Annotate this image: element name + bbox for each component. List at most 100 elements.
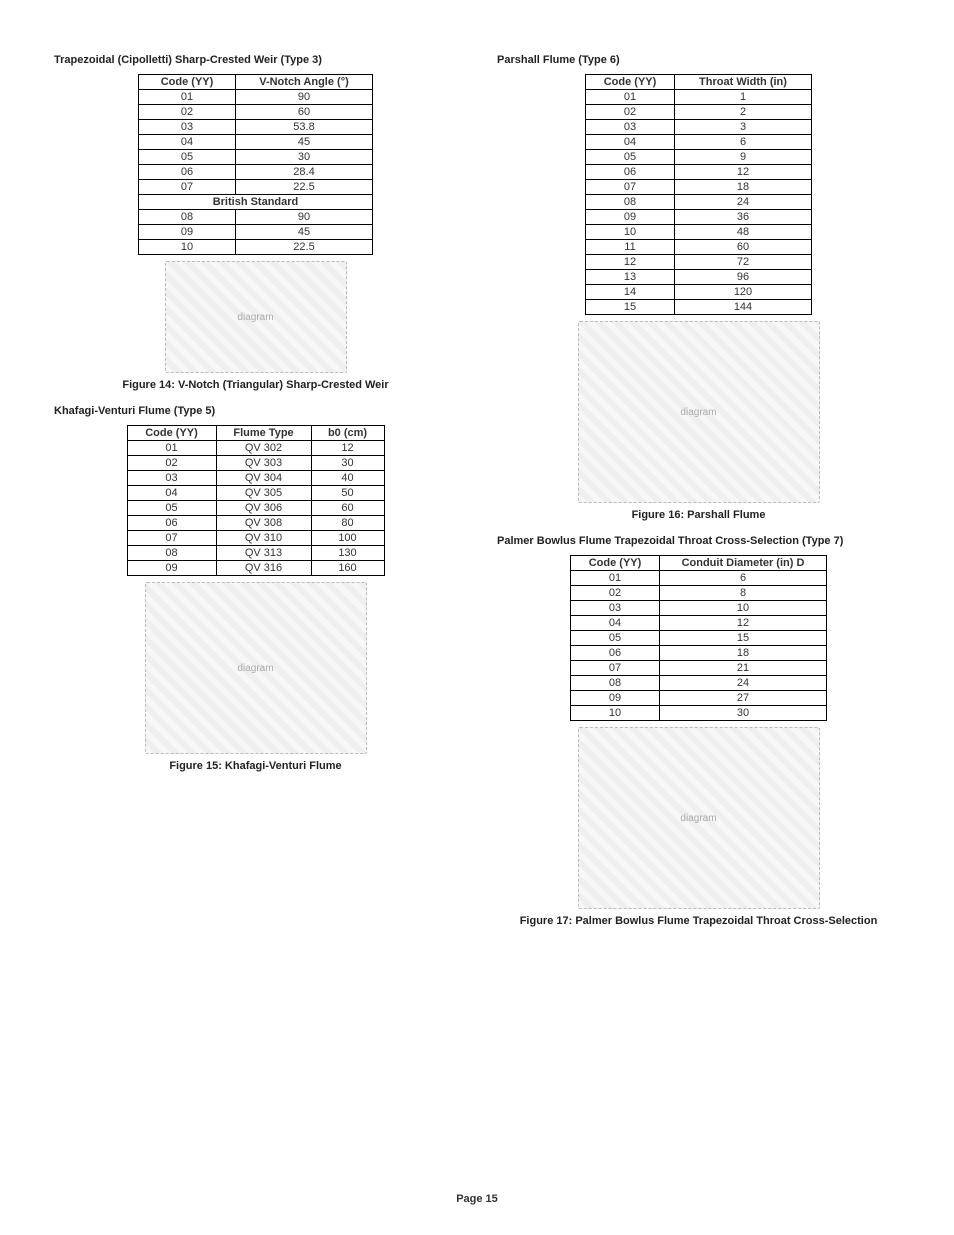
table-cell: 10: [586, 225, 675, 240]
table-cell: 18: [675, 180, 812, 195]
table-row: 01QV 30212: [127, 441, 384, 456]
table-cell: 28.4: [236, 165, 373, 180]
table-cell: 03: [139, 120, 236, 135]
col-header: V-Notch Angle (°): [236, 75, 373, 90]
table-cell: 03: [571, 601, 660, 616]
section-type6: Parshall Flume (Type 6) Code (YY) Throat…: [497, 54, 900, 521]
section-title: Khafagi-Venturi Flume (Type 5): [54, 405, 457, 417]
table-body-type6: 0110220330460590612071808240936104811601…: [586, 90, 812, 315]
table-row: 0721: [571, 661, 827, 676]
col-header: Throat Width (in): [675, 75, 812, 90]
table-cell: 160: [311, 561, 384, 576]
table-cell: 130: [311, 546, 384, 561]
table-cell: 09: [139, 225, 236, 240]
figure-type3: [165, 261, 347, 373]
table-cell: 02: [127, 456, 216, 471]
table-cell: 06: [139, 165, 236, 180]
table-row: 15144: [586, 300, 812, 315]
section-type3: Trapezoidal (Cipolletti) Sharp-Crested W…: [54, 54, 457, 391]
table-cell: 45: [236, 135, 373, 150]
col-header: Flume Type: [216, 426, 311, 441]
table-cell: 22.5: [236, 180, 373, 195]
table-row: 0618: [571, 646, 827, 661]
table-cell: 9: [675, 150, 812, 165]
table-cell: 06: [571, 646, 660, 661]
table-cell: 80: [311, 516, 384, 531]
table-row: 028: [571, 586, 827, 601]
table-cell: 04: [571, 616, 660, 631]
table-cell: 08: [586, 195, 675, 210]
table-cell: 08: [571, 676, 660, 691]
table-cell: QV 313: [216, 546, 311, 561]
table-cell: 15: [586, 300, 675, 315]
table-cell: 03: [127, 471, 216, 486]
section-type7: Palmer Bowlus Flume Trapezoidal Throat C…: [497, 535, 900, 927]
table-cell: 01: [586, 90, 675, 105]
table-cell: 05: [571, 631, 660, 646]
table-cell: QV 302: [216, 441, 311, 456]
col-header: Code (YY): [127, 426, 216, 441]
table-cell: 01: [127, 441, 216, 456]
table-row: 0612: [586, 165, 812, 180]
table-row: 0945: [139, 225, 373, 240]
table-cell: 18: [660, 646, 827, 661]
table-row: 0890: [139, 210, 373, 225]
table-cell: 06: [586, 165, 675, 180]
figure-caption: Figure 14: V-Notch (Triangular) Sharp-Cr…: [54, 379, 457, 391]
table-cell: 01: [139, 90, 236, 105]
table-cell: 06: [127, 516, 216, 531]
figure-type5: [145, 582, 367, 754]
table-cell: QV 306: [216, 501, 311, 516]
table-cell: 30: [236, 150, 373, 165]
table-type5: Code (YY) Flume Type b0 (cm) 01QV 302120…: [127, 425, 385, 576]
table-row: 09QV 316160: [127, 561, 384, 576]
section-type5: Khafagi-Venturi Flume (Type 5) Code (YY)…: [54, 405, 457, 772]
right-column: Parshall Flume (Type 6) Code (YY) Throat…: [497, 54, 900, 941]
table-row: 1030: [571, 706, 827, 721]
table-cell: 14: [586, 285, 675, 300]
table-cell: 10: [139, 240, 236, 255]
table-cell: 40: [311, 471, 384, 486]
table-row: 0412: [571, 616, 827, 631]
table-cell: 120: [675, 285, 812, 300]
table-row: 059: [586, 150, 812, 165]
table-cell: 22.5: [236, 240, 373, 255]
table-row: 1160: [586, 240, 812, 255]
table-cell: 6: [675, 135, 812, 150]
table-cell: 96: [675, 270, 812, 285]
table-row: 03QV 30440: [127, 471, 384, 486]
table-body-type5: 01QV 3021202QV 3033003QV 3044004QV 30550…: [127, 441, 384, 576]
table-row: 02QV 30330: [127, 456, 384, 471]
table-cell: 24: [675, 195, 812, 210]
table-row: 0530: [139, 150, 373, 165]
table-cell: 04: [127, 486, 216, 501]
table-cell: 07: [586, 180, 675, 195]
table-cell: 144: [675, 300, 812, 315]
table-cell: 2: [675, 105, 812, 120]
table-row: 0353.8: [139, 120, 373, 135]
table-cell: 01: [571, 571, 660, 586]
table-cell: 04: [586, 135, 675, 150]
table-row: 04QV 30550: [127, 486, 384, 501]
table-cell: 04: [139, 135, 236, 150]
figure-caption: Figure 15: Khafagi-Venturi Flume: [54, 760, 457, 772]
col-header: Code (YY): [586, 75, 675, 90]
table-row: 011: [586, 90, 812, 105]
table-cell: 12: [675, 165, 812, 180]
table-cell: 50: [311, 486, 384, 501]
table-cell: 02: [139, 105, 236, 120]
table-cell: 09: [127, 561, 216, 576]
table-row: 1272: [586, 255, 812, 270]
table-cell: QV 304: [216, 471, 311, 486]
table-cell: QV 310: [216, 531, 311, 546]
table-cell: 6: [660, 571, 827, 586]
table-row: 0824: [571, 676, 827, 691]
col-header: Conduit Diameter (in) D: [660, 556, 827, 571]
col-header: b0 (cm): [311, 426, 384, 441]
table-cell: 12: [586, 255, 675, 270]
table-cell: QV 305: [216, 486, 311, 501]
figure-caption: Figure 17: Palmer Bowlus Flume Trapezoid…: [497, 915, 900, 927]
table-row: 08QV 313130: [127, 546, 384, 561]
table-cell: 45: [236, 225, 373, 240]
table-row: 0718: [586, 180, 812, 195]
